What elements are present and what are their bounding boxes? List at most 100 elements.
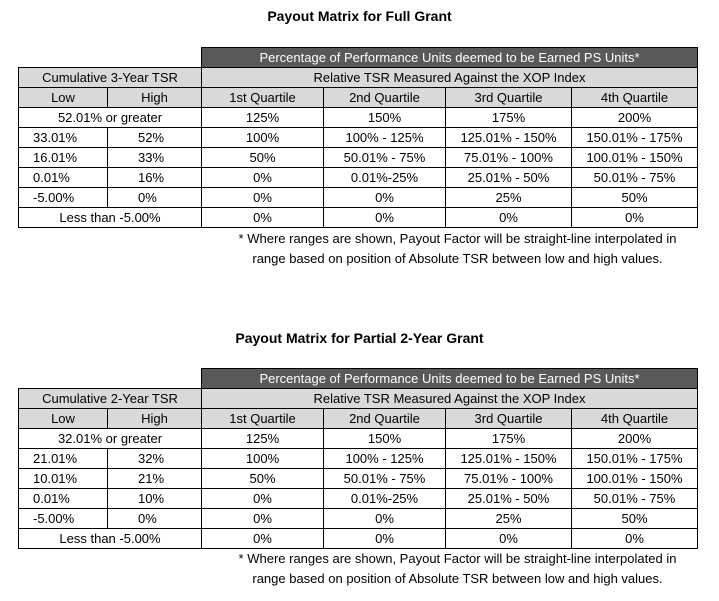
value-cell: 175% <box>445 428 572 449</box>
value-cell: 75.01% - 100% <box>445 147 572 168</box>
value-cell: 0% <box>571 207 698 228</box>
range-label-cell: Less than -5.00% <box>18 207 202 228</box>
value-cell: 0% <box>323 508 446 529</box>
tsr-header-cell: Cumulative 3-Year TSR <box>18 67 202 88</box>
value-cell: 0% <box>201 167 324 188</box>
footnote-line: * Where ranges are shown, Payout Factor … <box>238 551 677 566</box>
high-cell: 32% <box>107 448 202 469</box>
value-cell: 0.01%-25% <box>323 167 446 188</box>
value-cell: 50.01% - 75% <box>571 488 698 509</box>
table-row: Less than -5.00% 0% 0% 0% 0% <box>18 207 698 228</box>
value-cell: 50.01% - 75% <box>571 167 698 188</box>
table-row: 0.01% 16% 0% 0.01%-25% 25.01% - 50% 50.0… <box>18 167 698 188</box>
value-cell: 25.01% - 50% <box>445 488 572 509</box>
table-row: Percentage of Performance Units deemed t… <box>19 47 698 68</box>
footnote-line: * Where ranges are shown, Payout Factor … <box>238 231 677 246</box>
value-cell: 100.01% - 150% <box>571 468 698 489</box>
low-header-cell: Low <box>18 408 108 429</box>
value-cell: 50% <box>201 468 324 489</box>
value-cell: 25% <box>445 508 572 529</box>
value-cell: 100% - 125% <box>323 127 446 148</box>
low-cell: -5.00% <box>18 187 108 208</box>
value-cell: 125.01% - 150% <box>445 448 572 469</box>
value-cell: 100% - 125% <box>323 448 446 469</box>
value-cell: 125.01% - 150% <box>445 127 572 148</box>
value-cell: 50.01% - 75% <box>323 468 446 489</box>
high-cell: 21% <box>107 468 202 489</box>
value-cell: 150% <box>323 107 446 128</box>
value-cell: 0% <box>201 528 324 549</box>
low-cell: 21.01% <box>18 448 108 469</box>
low-cell: 0.01% <box>18 167 108 188</box>
top-header-cell: Percentage of Performance Units deemed t… <box>201 47 698 68</box>
value-cell: 0% <box>323 528 446 549</box>
value-cell: 0% <box>201 207 324 228</box>
value-cell: 0% <box>323 207 446 228</box>
value-cell: 0% <box>201 508 324 529</box>
value-cell: 25% <box>445 187 572 208</box>
quartile-header-cell: 1st Quartile <box>201 408 324 429</box>
high-cell: 16% <box>107 167 202 188</box>
value-cell: 175% <box>445 107 572 128</box>
full-grant-title: Payout Matrix for Full Grant <box>267 8 452 24</box>
range-label-cell: Less than -5.00% <box>18 528 202 549</box>
full-grant-footnote: * Where ranges are shown, Payout Factor … <box>200 229 715 269</box>
value-cell: 0% <box>323 187 446 208</box>
table-row: 33.01% 52% 100% 100% - 125% 125.01% - 15… <box>18 127 698 148</box>
table-row: 0.01% 10% 0% 0.01%-25% 25.01% - 50% 50.0… <box>18 488 698 509</box>
value-cell: 150% <box>323 428 446 449</box>
relative-tsr-header-cell: Relative TSR Measured Against the XOP In… <box>201 388 698 409</box>
partial-grant-footnote: * Where ranges are shown, Payout Factor … <box>200 549 715 589</box>
value-cell: 150.01% - 175% <box>571 127 698 148</box>
full-grant-payout-table: Percentage of Performance Units deemed t… <box>18 47 698 228</box>
quartile-header-cell: 2nd Quartile <box>323 87 446 108</box>
value-cell: 0.01%-25% <box>323 488 446 509</box>
table-row: Percentage of Performance Units deemed t… <box>19 368 698 389</box>
value-cell: 100% <box>201 127 324 148</box>
low-cell: 16.01% <box>18 147 108 168</box>
table-row: Low High 1st Quartile 2nd Quartile 3rd Q… <box>18 87 698 108</box>
table-row: Cumulative 3-Year TSR Relative TSR Measu… <box>18 67 698 88</box>
quartile-header-cell: 4th Quartile <box>571 408 698 429</box>
table-row: 21.01% 32% 100% 100% - 125% 125.01% - 15… <box>18 448 698 469</box>
table-row: Cumulative 2-Year TSR Relative TSR Measu… <box>18 388 698 409</box>
high-header-cell: High <box>107 87 202 108</box>
partial-grant-payout-table: Percentage of Performance Units deemed t… <box>18 368 698 549</box>
value-cell: 125% <box>201 107 324 128</box>
high-cell: 10% <box>107 488 202 509</box>
value-cell: 50% <box>571 508 698 529</box>
value-cell: 125% <box>201 428 324 449</box>
partial-grant-title: Payout Matrix for Partial 2-Year Grant <box>235 330 484 346</box>
relative-tsr-header-cell: Relative TSR Measured Against the XOP In… <box>201 67 698 88</box>
high-header-cell: High <box>107 408 202 429</box>
range-label-cell: 52.01% or greater <box>18 107 202 128</box>
value-cell: 100.01% - 150% <box>571 147 698 168</box>
value-cell: 0% <box>445 207 572 228</box>
quartile-header-cell: 4th Quartile <box>571 87 698 108</box>
top-header-cell: Percentage of Performance Units deemed t… <box>201 368 698 389</box>
table-row: 10.01% 21% 50% 50.01% - 75% 75.01% - 100… <box>18 468 698 489</box>
high-cell: 52% <box>107 127 202 148</box>
quartile-header-cell: 2nd Quartile <box>323 408 446 429</box>
value-cell: 150.01% - 175% <box>571 448 698 469</box>
value-cell: 0% <box>571 528 698 549</box>
table-row: Less than -5.00% 0% 0% 0% 0% <box>18 528 698 549</box>
quartile-header-cell: 3rd Quartile <box>445 408 572 429</box>
table-row: 52.01% or greater 125% 150% 175% 200% <box>18 107 698 128</box>
high-cell: 33% <box>107 147 202 168</box>
tsr-header-cell: Cumulative 2-Year TSR <box>18 388 202 409</box>
table-row: Low High 1st Quartile 2nd Quartile 3rd Q… <box>18 408 698 429</box>
low-cell: 10.01% <box>18 468 108 489</box>
value-cell: 200% <box>571 107 698 128</box>
footnote-line: range based on position of Absolute TSR … <box>252 251 663 266</box>
table-row: -5.00% 0% 0% 0% 25% 50% <box>18 508 698 529</box>
value-cell: 100% <box>201 448 324 469</box>
value-cell: 0% <box>201 187 324 208</box>
value-cell: 0% <box>201 488 324 509</box>
low-cell: 33.01% <box>18 127 108 148</box>
value-cell: 50.01% - 75% <box>323 147 446 168</box>
high-cell: 0% <box>107 187 202 208</box>
value-cell: 50% <box>201 147 324 168</box>
value-cell: 25.01% - 50% <box>445 167 572 188</box>
quartile-header-cell: 3rd Quartile <box>445 87 572 108</box>
